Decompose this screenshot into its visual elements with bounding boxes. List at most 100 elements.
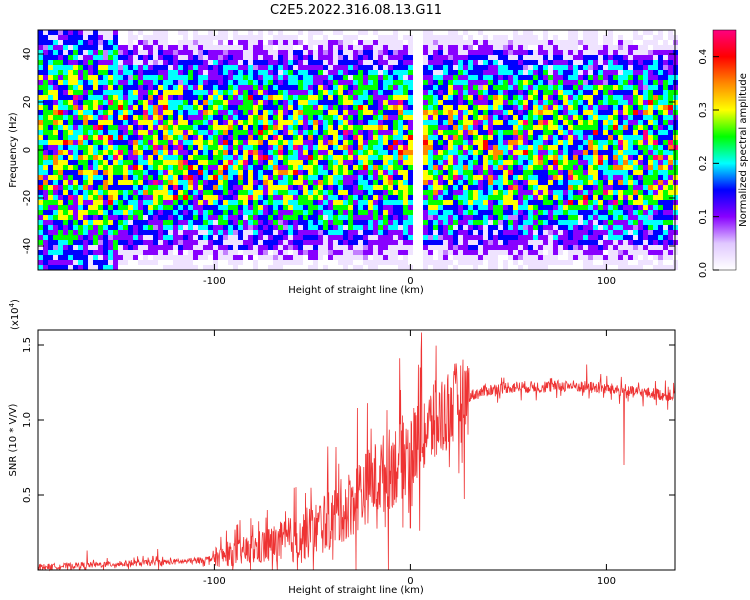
spectrogram-cell <box>453 165 458 170</box>
spectrogram-cell <box>378 70 383 75</box>
spectrogram-cell <box>263 100 268 105</box>
spectrogram-cell <box>583 170 588 175</box>
spectrogram-cell <box>193 205 198 210</box>
spectrogram-cell <box>518 230 523 235</box>
spectrogram-cell <box>198 85 203 90</box>
spectrogram-cell <box>508 175 513 180</box>
spectrogram-cell <box>268 240 273 245</box>
spectrogram-cell <box>318 125 323 130</box>
spectrogram-cell <box>93 150 98 155</box>
spectrogram-cell <box>463 125 468 130</box>
spectrogram-cell <box>273 155 278 160</box>
spectrogram-cell <box>258 105 263 110</box>
spectrogram-cell <box>393 240 398 245</box>
spectrogram-cell <box>553 235 558 240</box>
spectrogram-cell <box>203 200 208 205</box>
spectrogram-cell <box>513 65 518 70</box>
spectrogram-cell <box>543 255 548 260</box>
spectrogram-cell <box>48 85 53 90</box>
spectrogram-cell <box>73 40 78 45</box>
spectrogram-cell <box>133 135 138 140</box>
spectrogram-cell <box>553 105 558 110</box>
spectrogram-cell <box>313 195 318 200</box>
spectrogram-cell <box>183 175 188 180</box>
spectrogram-cell <box>328 45 333 50</box>
spectrogram-cell <box>98 220 103 225</box>
spectrogram-cell <box>43 80 48 85</box>
spectrogram-cell <box>428 185 433 190</box>
spectrogram-cell <box>58 90 63 95</box>
spectrogram-cell <box>153 120 158 125</box>
spectrogram-cell <box>478 130 483 135</box>
spectrogram-cell <box>273 95 278 100</box>
spectrogram-cell <box>103 210 108 215</box>
spectrogram-cell <box>118 125 123 130</box>
spectrogram-cell <box>553 215 558 220</box>
spectrogram-cell <box>193 125 198 130</box>
spectrogram-cell <box>128 105 133 110</box>
spectrogram-cell <box>243 175 248 180</box>
spectrogram-cell <box>323 135 328 140</box>
spectrogram-cell <box>78 105 83 110</box>
spectrogram-cell <box>143 125 148 130</box>
spectrogram-cell <box>408 155 413 160</box>
spectrogram-cell <box>183 200 188 205</box>
spectrogram-cell <box>293 65 298 70</box>
spectrogram-cell <box>198 100 203 105</box>
spectrogram-cell <box>378 245 383 250</box>
spectrogram-cell <box>373 150 378 155</box>
spectrogram-cell <box>38 215 43 220</box>
spectrogram-cell <box>308 185 313 190</box>
spectrogram-cell <box>213 140 218 145</box>
spectrogram-cell <box>523 140 528 145</box>
spectrogram-cell <box>133 230 138 235</box>
spectrogram-cell <box>163 35 168 40</box>
spectrogram-cell <box>333 95 338 100</box>
spectrogram-cell <box>428 175 433 180</box>
spectrogram-cell <box>293 155 298 160</box>
spectrogram-cell <box>63 35 68 40</box>
spectrogram-cell <box>348 70 353 75</box>
spectrogram-cell <box>108 240 113 245</box>
spectrogram-cell <box>348 250 353 255</box>
spectrogram-cell <box>183 205 188 210</box>
spectrogram-cell <box>503 240 508 245</box>
spectrogram-cell <box>483 185 488 190</box>
spectrogram-cell <box>393 210 398 215</box>
spectrogram-cell <box>323 100 328 105</box>
spectrogram-cell <box>398 150 403 155</box>
spectrogram-cell <box>313 215 318 220</box>
spectrogram-cell <box>568 180 573 185</box>
spectrogram-cell <box>268 50 273 55</box>
spectrogram-cell <box>458 50 463 55</box>
spectrogram-cell <box>38 30 43 35</box>
spectrogram-cell <box>368 90 373 95</box>
spectrogram-cell <box>293 210 298 215</box>
spectrogram-cell <box>258 160 263 165</box>
spectrogram-cell <box>108 60 113 65</box>
spectrogram-cell <box>338 130 343 135</box>
spectrogram-cell <box>548 170 553 175</box>
spectrogram-cell <box>533 165 538 170</box>
spectrogram-cell <box>443 190 448 195</box>
spectrogram-cell <box>183 225 188 230</box>
spectrogram-cell <box>283 75 288 80</box>
spectrogram-cell <box>503 210 508 215</box>
spectrogram-cell <box>453 235 458 240</box>
spectrogram-cell <box>123 210 128 215</box>
spectrogram-cell <box>368 235 373 240</box>
spectrogram-cell <box>463 110 468 115</box>
spectrogram-cell <box>513 170 518 175</box>
spectrogram-cell <box>178 175 183 180</box>
spectrogram-cell <box>318 155 323 160</box>
spectrogram-cell <box>303 115 308 120</box>
spectrogram-cell <box>68 195 73 200</box>
spectrogram-cell <box>293 145 298 150</box>
spectrogram-cell <box>103 150 108 155</box>
spectrogram-cell <box>93 170 98 175</box>
spectrogram-cell <box>403 220 408 225</box>
spectrogram-cell <box>128 210 133 215</box>
spectrogram-cell <box>338 200 343 205</box>
spectrogram-cell <box>43 90 48 95</box>
